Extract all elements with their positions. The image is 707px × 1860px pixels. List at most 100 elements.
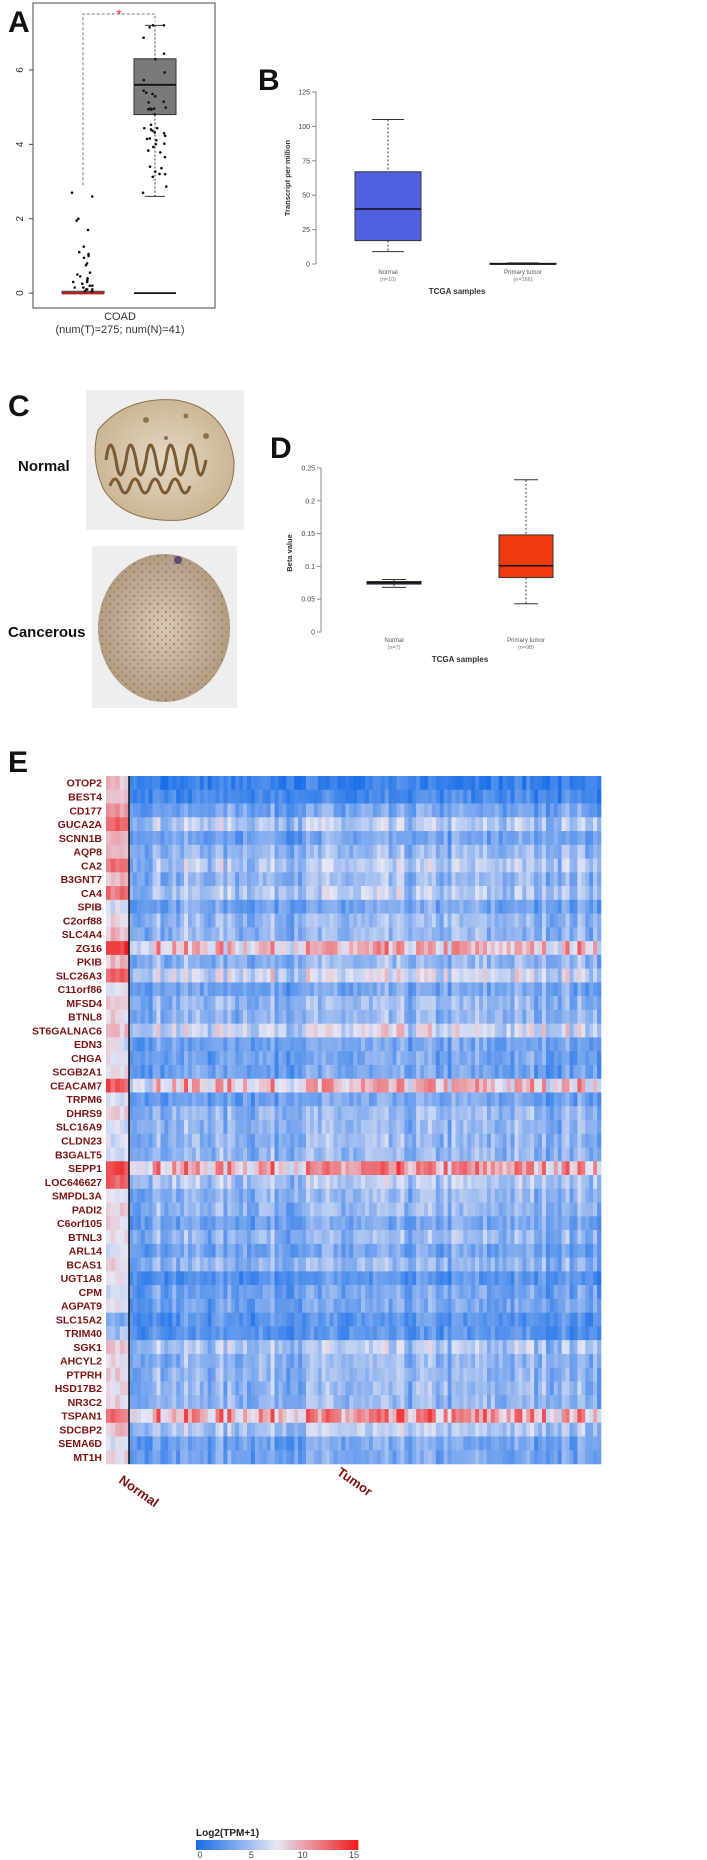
heatmap-cell-tumor [325, 1037, 330, 1052]
heatmap-cell-tumor [597, 899, 602, 914]
heatmap-cell-tumor [400, 1037, 405, 1052]
heatmap-cell-tumor [412, 844, 417, 859]
heatmap-cell-tumor [479, 1009, 484, 1024]
heatmap-cell-tumor [309, 1147, 315, 1162]
heatmap-cell-tumor [235, 1023, 240, 1038]
heatmap-cell-tumor [227, 872, 232, 887]
heatmap-cell-tumor [160, 1298, 165, 1313]
heatmap-cell-tumor [424, 1285, 429, 1300]
heatmap-cell-tumor [526, 1037, 531, 1052]
heatmap-cell-tumor [274, 913, 279, 928]
heatmap-cell-tumor [388, 872, 393, 887]
heatmap-cell-tumor [278, 1133, 283, 1148]
heatmap-cell-normal [110, 858, 116, 873]
heatmap-cell-tumor [211, 1257, 216, 1272]
heatmap-cell-tumor [404, 1106, 409, 1121]
heatmap-cell-tumor [195, 1106, 201, 1121]
heatmap-cell-tumor [309, 1051, 315, 1066]
heatmap-cell-tumor [412, 1064, 417, 1080]
heatmap-cell-tumor [184, 1120, 189, 1135]
heatmap-cell-tumor [408, 1271, 413, 1286]
heatmap-cell-tumor [530, 1230, 535, 1245]
heatmap-cell-tumor [129, 776, 134, 791]
heatmap-cell-tumor [443, 817, 448, 832]
heatmap-cell-tumor [243, 1023, 248, 1038]
heatmap-cell-tumor [427, 1092, 433, 1107]
heatmap-cell-tumor [144, 831, 149, 846]
heatmap-cell-tumor [239, 872, 244, 887]
heatmap-cell-tumor [447, 996, 452, 1011]
heatmap-cell-tumor [235, 1298, 240, 1313]
heatmap-cell-tumor [420, 776, 425, 791]
heatmap-cell-tumor [247, 817, 252, 832]
heatmap-cell-tumor [140, 858, 146, 873]
heatmap-cell-tumor [420, 886, 425, 901]
heatmap-cell-tumor [404, 1285, 409, 1300]
heatmap-cell-tumor [573, 1092, 578, 1107]
heatmap-cell-tumor [368, 1202, 374, 1217]
heatmap-cell-tumor [557, 803, 562, 818]
heatmap-cell-tumor [593, 1257, 598, 1272]
heatmap-cell-tumor [309, 1106, 315, 1121]
heatmap-cell-tumor [227, 927, 232, 942]
heatmap-cell-tumor [549, 886, 555, 901]
heatmap-cell-tumor [455, 803, 460, 818]
heatmap-cell-tumor [368, 858, 374, 873]
heatmap-cell-tumor [317, 1285, 323, 1300]
heatmap-cell-tumor [329, 1147, 334, 1162]
heatmap-cell-tumor [333, 996, 338, 1011]
heatmap-cell-tumor [199, 789, 205, 804]
heatmap-cell-tumor [262, 831, 267, 846]
heatmap-cell-tumor [380, 1230, 385, 1245]
heatmap-cell-tumor [455, 941, 460, 956]
heatmap-cell-tumor [309, 954, 315, 969]
heatmap-cell-tumor [302, 1106, 307, 1121]
heatmap-cell-tumor [306, 968, 311, 983]
heatmap-cell-tumor [227, 776, 232, 791]
heatmap-cell-normal [110, 1092, 116, 1107]
heatmap-cell-tumor [542, 803, 547, 818]
heatmap-cell-tumor [427, 1230, 433, 1245]
heatmap-cell-tumor [219, 1271, 224, 1286]
heatmap-cell-tumor [361, 1092, 366, 1107]
heatmap-cell-tumor [455, 1175, 460, 1190]
heatmap-cell-tumor [467, 858, 472, 873]
heatmap-cell-tumor [573, 1271, 578, 1286]
heatmap-cell-tumor [577, 1023, 582, 1038]
heatmap-cell-tumor [416, 968, 421, 983]
heatmap-cell-tumor [557, 927, 562, 942]
heatmap-cell-tumor [455, 1230, 460, 1245]
heatmap-cell-tumor [365, 927, 370, 942]
heatmap-cell-tumor [321, 803, 326, 818]
heatmap-cell-tumor [176, 941, 181, 956]
heatmap-cell-tumor [247, 1202, 252, 1217]
heatmap-cell-tumor [250, 1188, 256, 1203]
heatmap-cell-tumor [317, 1064, 323, 1080]
heatmap-cell-tumor [227, 1092, 232, 1107]
heatmap-cell-tumor [195, 1230, 201, 1245]
heatmap-cell-tumor [129, 1188, 134, 1203]
heatmap-cell-tumor [530, 817, 535, 832]
heatmap-cell-tumor [270, 1106, 275, 1121]
heatmap-cell-tumor [431, 1243, 437, 1258]
heatmap-cell-tumor [486, 1285, 492, 1300]
heatmap-cell-tumor [557, 1175, 562, 1190]
heatmap-cell-tumor [250, 1133, 256, 1148]
heatmap-cell-tumor [168, 1120, 173, 1135]
heatmap-cell-tumor [239, 1298, 244, 1313]
heatmap-cell-tumor [361, 1064, 366, 1080]
heatmap-cell-tumor [573, 1161, 578, 1176]
heatmap-cell-tumor [129, 1175, 134, 1190]
heatmap-cell-tumor [506, 831, 511, 846]
heatmap-cell-tumor [219, 858, 224, 873]
heatmap-cell-tumor [585, 803, 590, 818]
heatmap-cell-tumor [494, 817, 500, 832]
heatmap-cell-tumor [518, 1175, 523, 1190]
heatmap-cell-tumor [561, 1051, 566, 1066]
heatmap-cell-tumor [589, 844, 594, 859]
cancerous-tissue-label: Cancerous [8, 624, 86, 641]
heatmap-cell-tumor [148, 1202, 153, 1217]
heatmap-cell-tumor [431, 776, 437, 791]
heatmap-cell-tumor [372, 789, 378, 804]
heatmap-cell-tumor [250, 1023, 256, 1038]
